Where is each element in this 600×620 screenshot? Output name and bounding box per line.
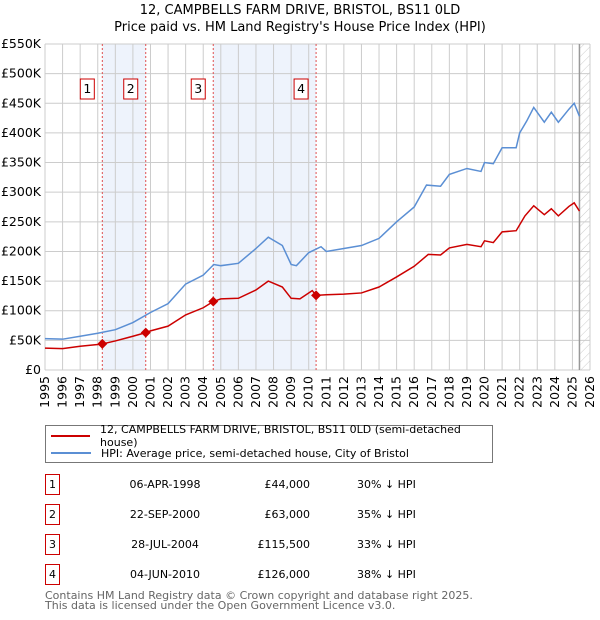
sale-number: 2 bbox=[45, 504, 60, 525]
sale-date: 06-APR-1998 bbox=[129, 478, 201, 491]
footer-licence: This data is licensed under the Open Gov… bbox=[45, 599, 396, 612]
sale-date: 28-JUL-2004 bbox=[131, 538, 199, 551]
x-tick-label: 1999 bbox=[107, 376, 122, 408]
sale-price: £115,500 bbox=[257, 538, 311, 551]
x-tick-label: 2014 bbox=[371, 376, 386, 408]
sale-number: 1 bbox=[45, 474, 60, 495]
sale-label-box bbox=[123, 78, 139, 100]
sale-row: 4 04-JUN-2010 £126,000 38% ↓ HPI bbox=[45, 564, 445, 585]
footer-copyright: Contains HM Land Registry data © Crown c… bbox=[45, 589, 473, 602]
sale-number: 4 bbox=[45, 564, 60, 585]
x-tick-label: 2012 bbox=[336, 376, 351, 408]
x-tick-label: 2015 bbox=[389, 376, 404, 408]
sale-price: £63,000 bbox=[264, 508, 311, 521]
sale-date: 22-SEP-2000 bbox=[129, 508, 201, 521]
sale-date: 04-JUN-2010 bbox=[129, 568, 201, 581]
x-tick-label: 1995 bbox=[37, 376, 52, 408]
x-tick-label: 2002 bbox=[160, 376, 175, 408]
sale-point-marker bbox=[97, 338, 108, 349]
x-tick-label: 2018 bbox=[441, 376, 456, 408]
y-tick-label: £300K bbox=[1, 184, 42, 199]
x-tick-label: 1998 bbox=[90, 376, 105, 408]
hpi-line bbox=[44, 101, 581, 340]
y-tick-label: £550K bbox=[1, 36, 42, 51]
x-tick-label: 2005 bbox=[213, 376, 228, 408]
x-tick-label: 1996 bbox=[55, 376, 70, 408]
y-tick-label: £500K bbox=[1, 66, 42, 81]
y-tick-label: £400K bbox=[1, 125, 42, 140]
sale-hpi-diff: 33% ↓ HPI bbox=[357, 538, 416, 551]
legend-label: 12, CAMPBELLS FARM DRIVE, BRISTOL, BS11 … bbox=[100, 423, 461, 449]
sale-label-box bbox=[293, 78, 309, 100]
sale-label: 4 bbox=[297, 81, 305, 96]
x-tick-label: 2013 bbox=[353, 376, 368, 408]
x-tick-label: 1997 bbox=[72, 376, 87, 408]
y-tick-label: £450K bbox=[1, 95, 42, 110]
x-tick-label: 2007 bbox=[248, 376, 263, 408]
y-tick-label: £50K bbox=[9, 332, 42, 347]
sale-label-box bbox=[79, 78, 95, 100]
sale-hpi-diff: 30% ↓ HPI bbox=[357, 478, 416, 491]
y-tick-label: £100K bbox=[1, 303, 42, 318]
sale-label: 3 bbox=[194, 81, 202, 96]
sale-price: £44,000 bbox=[264, 478, 311, 491]
x-tick-label: 2020 bbox=[477, 376, 492, 408]
y-tick-label: £250K bbox=[1, 214, 42, 229]
x-tick-label: 2009 bbox=[283, 376, 298, 408]
x-tick-label: 2019 bbox=[459, 376, 474, 408]
x-tick-label: 2025 bbox=[564, 376, 579, 408]
sale-row: 1 06-APR-1998 £44,000 30% ↓ HPI bbox=[45, 474, 445, 495]
x-tick-label: 2022 bbox=[512, 376, 527, 408]
x-tick-label: 2026 bbox=[582, 376, 597, 408]
x-tick-label: 2001 bbox=[142, 376, 157, 408]
sale-row: 2 22-SEP-2000 £63,000 35% ↓ HPI bbox=[45, 504, 445, 525]
sale-hpi-diff: 38% ↓ HPI bbox=[357, 568, 416, 581]
x-tick-label: 2010 bbox=[301, 376, 316, 408]
x-tick-label: 2004 bbox=[195, 376, 210, 408]
sale-price: £126,000 bbox=[257, 568, 311, 581]
x-tick-label: 2021 bbox=[494, 376, 509, 408]
blue-line-swatch bbox=[51, 452, 91, 454]
x-tick-label: 2000 bbox=[125, 376, 140, 408]
legend-item-property: 12, CAMPBELLS FARM DRIVE, BRISTOL, BS11 … bbox=[51, 423, 492, 449]
sale-point-marker bbox=[140, 327, 151, 338]
x-tick-label: 2011 bbox=[318, 376, 333, 408]
legend-item-hpi: HPI: Average price, semi-detached house,… bbox=[51, 445, 409, 461]
sale-number: 3 bbox=[45, 534, 60, 555]
x-tick-label: 2016 bbox=[406, 376, 421, 408]
legend-label: HPI: Average price, semi-detached house,… bbox=[101, 446, 409, 460]
sale-label-box bbox=[190, 78, 206, 100]
sale-row: 3 28-JUL-2004 £115,500 33% ↓ HPI bbox=[45, 534, 445, 555]
x-tick-label: 2003 bbox=[178, 376, 193, 408]
x-tick-label: 2017 bbox=[424, 376, 439, 408]
sale-point-marker bbox=[311, 290, 322, 301]
forecast-hatch bbox=[579, 44, 590, 370]
y-tick-label: £350K bbox=[1, 155, 42, 170]
x-tick-label: 2024 bbox=[547, 376, 562, 408]
x-tick-label: 2006 bbox=[230, 376, 245, 408]
sale-hpi-diff: 35% ↓ HPI bbox=[357, 508, 416, 521]
y-tick-label: £0 bbox=[25, 362, 41, 377]
sale-label: 2 bbox=[127, 81, 135, 96]
y-tick-label: £200K bbox=[1, 243, 42, 258]
y-tick-label: £150K bbox=[1, 273, 42, 288]
price-chart: £0 £50K £100K £150K £200K £250K £300K £350K £400… bbox=[1, 36, 597, 408]
chart-subtitle: Price paid vs. HM Land Registry's House … bbox=[114, 20, 486, 35]
legend: 12, CAMPBELLS FARM DRIVE, BRISTOL, BS11 … bbox=[45, 423, 493, 463]
x-tick-label: 2023 bbox=[529, 376, 544, 408]
sale-label: 1 bbox=[83, 81, 91, 96]
chart-title: 12, CAMPBELLS FARM DRIVE, BRISTOL, BS11 … bbox=[139, 3, 461, 18]
red-line-swatch bbox=[51, 435, 91, 437]
sale-point-marker bbox=[208, 296, 219, 307]
x-tick-label: 2008 bbox=[266, 376, 281, 408]
